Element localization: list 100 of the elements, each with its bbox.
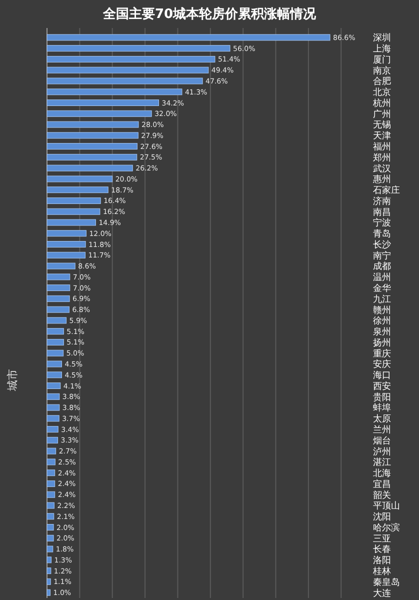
y-tick-label: 济南 <box>373 196 391 207</box>
bar <box>46 317 67 324</box>
y-tick-label: 金华 <box>373 282 391 294</box>
bar <box>46 534 54 542</box>
y-tick-label: 宁波 <box>373 218 391 229</box>
bar <box>46 328 64 335</box>
y-tick-label: 兰州 <box>373 424 391 436</box>
bar <box>46 186 108 194</box>
y-tick-label: 天津 <box>373 130 391 142</box>
y-tick-label: 武汉 <box>373 163 391 174</box>
y-tick-label: 宜昌 <box>373 478 391 490</box>
y-tick-label: 扬州 <box>373 337 391 348</box>
y-tick-label: 南昌 <box>373 206 391 218</box>
bar <box>46 121 139 128</box>
bar <box>46 306 70 313</box>
y-tick-label: 九江 <box>373 294 391 305</box>
bar <box>46 436 58 444</box>
bar <box>46 372 62 378</box>
y-tick-label: 湛江 <box>373 457 391 468</box>
y-tick-label: 三亚 <box>373 534 391 544</box>
y-tick-label: 郑州 <box>373 152 391 164</box>
y-tick-label: 南京 <box>373 65 391 76</box>
y-tick-label: 上海 <box>373 44 391 55</box>
bar <box>46 284 70 292</box>
y-tick-label: 贵阳 <box>373 392 391 403</box>
y-tick-label: 泸州 <box>373 446 391 458</box>
bar <box>46 154 138 160</box>
y-tick-label: 长沙 <box>373 239 391 250</box>
bar <box>46 56 216 62</box>
y-tick-label: 赣州 <box>373 304 391 316</box>
bar <box>46 568 52 574</box>
bar <box>46 415 60 422</box>
y-tick-label: 韶关 <box>373 490 391 501</box>
y-tick-label: 海口 <box>373 370 391 382</box>
y-tick-label: 杭州 <box>372 98 391 109</box>
bar <box>46 480 56 487</box>
y-tick-label: 平顶山 <box>373 500 400 512</box>
bar <box>46 88 182 96</box>
y-tick-label: 蚌埠 <box>373 402 391 414</box>
bar <box>46 448 56 454</box>
bar <box>46 219 96 226</box>
bar <box>46 197 101 204</box>
y-tick-label: 广州 <box>373 108 391 120</box>
y-tick-label: 秦皇岛 <box>373 576 400 588</box>
bar <box>46 513 54 520</box>
y-tick-label: 福州 <box>373 141 391 152</box>
bar <box>46 458 56 466</box>
y-tick-label: 北海 <box>373 468 391 480</box>
chart-title: 全国主要70城本轮房价累积涨幅情况 <box>102 6 318 22</box>
bar <box>46 589 51 596</box>
bar <box>46 524 54 530</box>
y-tick-label: 无锡 <box>373 120 391 131</box>
bar <box>46 274 70 280</box>
bar <box>46 252 86 258</box>
bar <box>46 382 61 389</box>
y-tick-label: 大连 <box>373 588 391 599</box>
bar <box>46 338 64 346</box>
y-tick-label: 泉州 <box>373 326 391 338</box>
bar <box>46 578 51 585</box>
bar <box>46 360 62 368</box>
y-tick-label: 安庆 <box>373 359 391 370</box>
y-tick-label: 哈尔滨 <box>373 522 400 534</box>
y-tick-label: 石家庄 <box>373 185 400 196</box>
y-tick-label: 深圳 <box>373 32 391 44</box>
y-tick-label: 南宁 <box>373 250 391 262</box>
y-axis-title: 城市 <box>6 369 19 392</box>
bar <box>46 78 203 84</box>
bar <box>46 470 56 476</box>
bar <box>46 164 133 172</box>
bar <box>46 404 60 411</box>
bar <box>46 45 230 52</box>
bar <box>46 262 76 270</box>
y-tick-label: 长春 <box>373 544 391 556</box>
y-tick-label: 成都 <box>373 261 391 272</box>
bar <box>46 132 138 139</box>
y-tick-label: 惠州 <box>372 174 391 186</box>
bar <box>46 100 160 106</box>
y-tick-label: 洛阳 <box>373 555 391 566</box>
bar <box>46 241 86 248</box>
bar <box>46 393 60 400</box>
y-tick-label: 桂林 <box>372 566 391 577</box>
y-tick-label: 太原 <box>373 414 391 425</box>
y-tick-label: 北京 <box>373 87 391 98</box>
y-tick-label: 重庆 <box>373 348 391 360</box>
bar <box>46 426 58 433</box>
bar <box>46 556 52 564</box>
y-tick-label: 青岛 <box>373 228 391 240</box>
bar <box>46 110 152 117</box>
bar <box>46 350 64 356</box>
y-tick-label: 合肥 <box>373 76 391 88</box>
bar <box>46 546 54 552</box>
bar <box>46 502 54 509</box>
bar <box>46 208 100 215</box>
bar <box>46 34 330 41</box>
y-tick-label: 西安 <box>373 380 391 392</box>
bar <box>46 491 56 498</box>
y-tick-label: 沈阳 <box>373 512 391 523</box>
y-tick-label: 厦门 <box>373 54 391 66</box>
bar <box>46 295 70 302</box>
bar <box>46 230 86 237</box>
